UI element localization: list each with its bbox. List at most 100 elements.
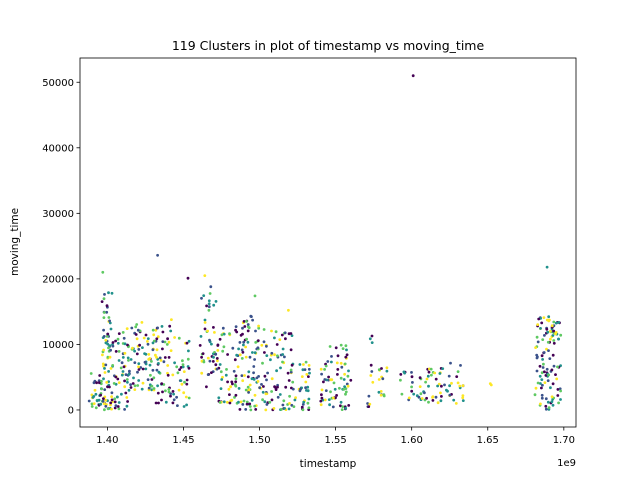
data-point — [283, 331, 287, 335]
data-point — [552, 339, 556, 342]
data-point — [344, 344, 348, 348]
data-point — [260, 343, 264, 347]
data-point — [535, 335, 539, 339]
x-tick-label: 1.55 — [324, 435, 346, 446]
data-point — [209, 285, 213, 289]
data-point — [136, 328, 140, 332]
plot-frame — [79, 57, 577, 428]
data-point — [157, 401, 160, 405]
data-point — [113, 397, 117, 401]
data-point — [256, 380, 260, 383]
data-point — [339, 361, 343, 365]
data-point — [218, 363, 222, 366]
data-point — [324, 389, 328, 392]
data-point — [300, 405, 304, 409]
data-point — [370, 341, 374, 344]
data-point — [136, 384, 140, 387]
data-point — [443, 383, 446, 387]
x-offset-label: 1e9 — [557, 458, 576, 469]
data-point — [381, 377, 385, 381]
data-point — [256, 339, 260, 342]
data-point — [461, 396, 465, 400]
data-point — [108, 385, 111, 389]
data-point — [248, 402, 252, 406]
data-point — [146, 378, 150, 381]
data-point — [208, 338, 211, 342]
data-point — [208, 359, 212, 363]
data-point — [559, 333, 563, 337]
data-point — [371, 380, 375, 384]
data-point — [214, 300, 218, 303]
data-point — [146, 337, 150, 340]
data-point — [160, 382, 164, 386]
y-tick-label: 30000 — [42, 209, 74, 220]
data-point — [305, 389, 308, 392]
data-point — [237, 347, 241, 351]
data-point — [213, 331, 216, 334]
data-point — [137, 348, 141, 351]
data-point — [548, 329, 552, 333]
data-point — [222, 400, 226, 404]
data-point — [550, 400, 554, 404]
data-point — [207, 302, 211, 306]
data-point — [434, 395, 438, 399]
data-point — [436, 401, 440, 405]
data-point — [246, 375, 250, 379]
data-point — [244, 388, 248, 392]
data-point — [219, 387, 223, 390]
data-point — [116, 337, 120, 341]
data-point — [238, 408, 242, 411]
data-point — [187, 396, 191, 400]
data-point — [332, 381, 336, 385]
data-point — [540, 396, 544, 400]
data-point — [544, 404, 548, 408]
data-point — [282, 399, 286, 403]
data-point — [343, 372, 346, 376]
data-point — [227, 387, 231, 391]
data-point — [431, 395, 435, 398]
y-tick-label: 50000 — [42, 78, 74, 89]
data-point — [105, 310, 109, 314]
data-point — [257, 324, 260, 328]
data-point — [257, 326, 261, 330]
data-point — [164, 389, 167, 393]
data-point — [109, 327, 113, 331]
data-point — [319, 367, 323, 371]
data-point — [146, 342, 150, 346]
data-point — [326, 360, 330, 363]
data-point — [276, 395, 280, 399]
data-point — [102, 297, 106, 301]
data-point — [551, 334, 555, 337]
data-point — [177, 388, 181, 392]
data-point — [275, 343, 279, 346]
data-point — [116, 405, 120, 408]
data-point — [181, 359, 184, 363]
data-point — [106, 332, 110, 336]
data-point — [434, 377, 438, 381]
data-point — [448, 393, 452, 397]
data-point — [343, 385, 346, 388]
data-point — [543, 381, 547, 384]
data-point — [159, 359, 163, 362]
data-point — [541, 383, 544, 387]
data-point — [200, 371, 204, 375]
data-point — [135, 323, 139, 326]
data-point — [340, 365, 344, 369]
data-point — [123, 351, 127, 355]
data-point — [113, 400, 117, 404]
data-point — [234, 377, 238, 381]
data-point — [231, 346, 235, 350]
data-point — [167, 388, 171, 391]
data-point — [173, 336, 177, 339]
data-point — [456, 370, 460, 373]
data-point — [216, 343, 220, 347]
data-point — [242, 343, 245, 347]
data-point — [439, 391, 442, 395]
data-point — [187, 339, 191, 343]
data-point — [205, 304, 209, 308]
data-point — [540, 378, 544, 381]
data-point — [287, 379, 291, 382]
data-point — [87, 399, 91, 403]
data-point — [202, 294, 206, 297]
data-point — [102, 311, 106, 314]
